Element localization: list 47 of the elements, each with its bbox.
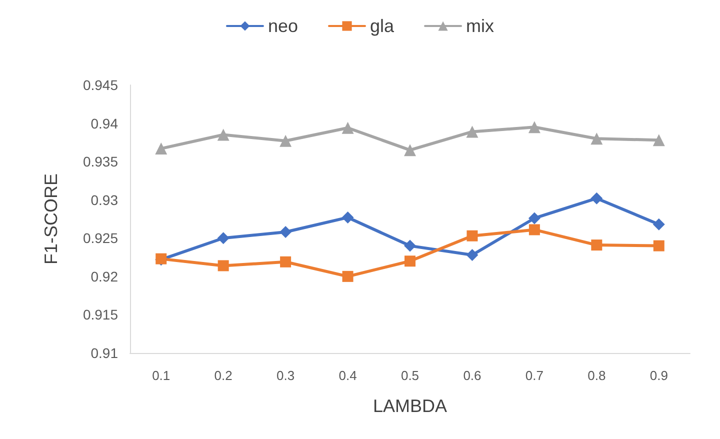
legend-label: mix bbox=[466, 16, 494, 36]
y-axis-title: F1-SCORE bbox=[41, 173, 61, 265]
x-tick-label: 0.4 bbox=[338, 368, 357, 383]
point bbox=[342, 270, 354, 282]
point bbox=[342, 211, 354, 224]
legend-label: gla bbox=[370, 16, 396, 36]
point bbox=[591, 240, 602, 251]
x-tick-label: 0.9 bbox=[650, 368, 668, 383]
point bbox=[155, 142, 168, 155]
point bbox=[590, 132, 603, 145]
point bbox=[652, 218, 665, 230]
point bbox=[528, 224, 540, 236]
y-tick-label: 0.92 bbox=[90, 268, 118, 284]
legend-label: neo bbox=[268, 16, 298, 36]
point bbox=[218, 260, 229, 272]
point bbox=[280, 256, 292, 268]
point bbox=[653, 240, 664, 252]
x-tick-label: 0.2 bbox=[214, 368, 232, 383]
x-tick-label: 0.8 bbox=[588, 368, 606, 383]
y-tick-label: 0.91 bbox=[90, 345, 118, 361]
x-tick-label: 0.6 bbox=[463, 368, 482, 383]
point bbox=[528, 121, 540, 134]
x-tick-label: 0.1 bbox=[152, 368, 170, 383]
point bbox=[404, 240, 416, 252]
point bbox=[528, 212, 540, 224]
point bbox=[652, 134, 665, 146]
point bbox=[280, 226, 292, 238]
point bbox=[404, 256, 416, 267]
y-tick-label: 0.945 bbox=[82, 77, 118, 93]
point bbox=[466, 230, 478, 242]
point bbox=[466, 126, 478, 138]
y-tick-label: 0.915 bbox=[82, 306, 118, 323]
x-axis-title: LAMBDA bbox=[372, 396, 448, 416]
point bbox=[280, 134, 292, 147]
point bbox=[217, 128, 230, 141]
x-tick-label: 0.7 bbox=[525, 368, 544, 383]
y-tick-label: 0.935 bbox=[82, 154, 118, 170]
x-tick-label: 0.3 bbox=[276, 368, 295, 383]
point bbox=[217, 232, 230, 244]
y-tick-label: 0.925 bbox=[82, 230, 118, 246]
y-tick-label: 0.94 bbox=[90, 115, 118, 132]
y-tick-label: 0.93 bbox=[90, 192, 118, 208]
point bbox=[466, 248, 478, 261]
point bbox=[404, 144, 416, 156]
point bbox=[342, 122, 354, 134]
point bbox=[590, 192, 603, 204]
x-tick-label: 0.5 bbox=[400, 368, 420, 383]
